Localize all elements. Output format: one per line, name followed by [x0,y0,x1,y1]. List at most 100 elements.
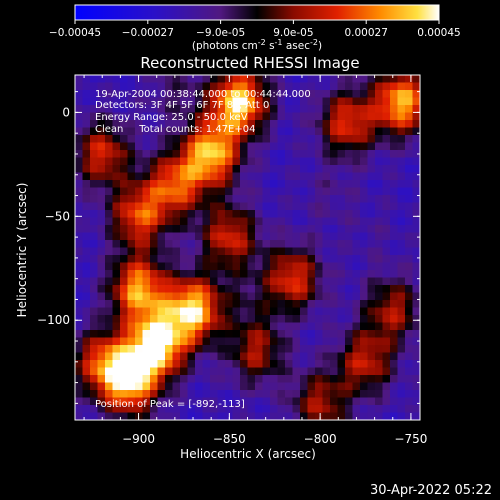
heatmap-cell [353,188,361,196]
heatmap-cell [195,135,203,143]
heatmap-cell [143,195,151,203]
timestamp: 30-Apr-2022 05:22 [370,483,492,498]
heatmap-cell [128,390,136,398]
heatmap-cell [390,225,398,233]
heatmap-cell [203,285,211,293]
heatmap-cell [218,233,226,241]
heatmap-cell [345,105,353,113]
heatmap-cell [270,128,278,136]
heatmap-cell [173,390,181,398]
heatmap-cell [105,368,113,376]
heatmap-cell [368,368,376,376]
heatmap-cell [398,83,406,91]
heatmap-cell [293,293,301,301]
heatmap-cell [353,128,361,136]
heatmap-cell [248,330,256,338]
heatmap-cell [188,188,196,196]
heatmap-cell [180,360,188,368]
heatmap-cell [158,285,166,293]
heatmap-cell [210,248,218,256]
heatmap-cell [90,240,98,248]
heatmap-cell [83,120,91,128]
heatmap-cell [353,165,361,173]
heatmap-cell [248,345,256,353]
heatmap-cell [293,158,301,166]
heatmap-cell [188,278,196,286]
heatmap-cell [338,405,346,413]
heatmap-cell [218,165,226,173]
heatmap-cell [383,233,391,241]
heatmap-cell [375,113,383,121]
heatmap-cell [375,128,383,136]
heatmap-cell [360,293,368,301]
heatmap-cell [285,173,293,181]
heatmap-cell [240,240,248,248]
heatmap-cell [285,308,293,316]
heatmap-cell [98,270,106,278]
heatmap-cell [173,150,181,158]
heatmap-cell [143,203,151,211]
heatmap-cell [360,375,368,383]
heatmap-cell [353,285,361,293]
heatmap-cell [315,105,323,113]
heatmap-cell [173,195,181,203]
heatmap-cell [225,225,233,233]
heatmap-cell [338,150,346,158]
heatmap-cell [143,330,151,338]
heatmap-cell [375,293,383,301]
heatmap-cell [90,330,98,338]
heatmap-cell [360,120,368,128]
heatmap-cell [135,353,143,361]
heatmap-cell [173,293,181,301]
heatmap-cell [345,338,353,346]
heatmap-cell [248,398,256,406]
heatmap-cell [383,188,391,196]
heatmap-cell [375,270,383,278]
colorbar-ticks: −0.00045 −0.00027 −9.0e-05 9.0e-05 0.00027 0.… [49,20,461,39]
heatmap-cell [330,255,338,263]
heatmap-cell [143,308,151,316]
heatmap-cell [413,285,421,293]
heatmap-cell [173,75,181,83]
heatmap-cell [180,300,188,308]
heatmap-cell [120,413,128,421]
heatmap-cell [293,165,301,173]
heatmap-cell [233,413,241,421]
heatmap-cell [195,203,203,211]
heatmap-cell [345,120,353,128]
heatmap-cell [143,338,151,346]
heatmap-cell [225,218,233,226]
heatmap-cell [375,285,383,293]
heatmap-cell [353,173,361,181]
heatmap-cell [338,285,346,293]
heatmap-cell [413,413,421,421]
heatmap-cell [345,345,353,353]
heatmap-cell [398,300,406,308]
heatmap-cell [278,105,286,113]
heatmap-cell [360,248,368,256]
heatmap-cell [270,165,278,173]
heatmap-cell [270,285,278,293]
heatmap-cell [218,293,226,301]
heatmap-cell [210,210,218,218]
heatmap-cell [308,143,316,151]
heatmap-cell [308,210,316,218]
heatmap-cell [315,263,323,271]
heatmap-cell [173,218,181,226]
heatmap-cell [218,158,226,166]
heatmap-cell [195,368,203,376]
heatmap-cell [383,263,391,271]
heatmap-cell [203,308,211,316]
heatmap-cell [173,210,181,218]
heatmap-cell [323,398,331,406]
heatmap-cell [225,233,233,241]
heatmap-cell [338,345,346,353]
heatmap-cell [233,345,241,353]
heatmap-cell [285,315,293,323]
heatmap-cell [98,195,106,203]
heatmap-cell [278,195,286,203]
heatmap-cell [360,398,368,406]
heatmap-cell [375,158,383,166]
heatmap-cell [225,300,233,308]
heatmap-cell [83,218,91,226]
